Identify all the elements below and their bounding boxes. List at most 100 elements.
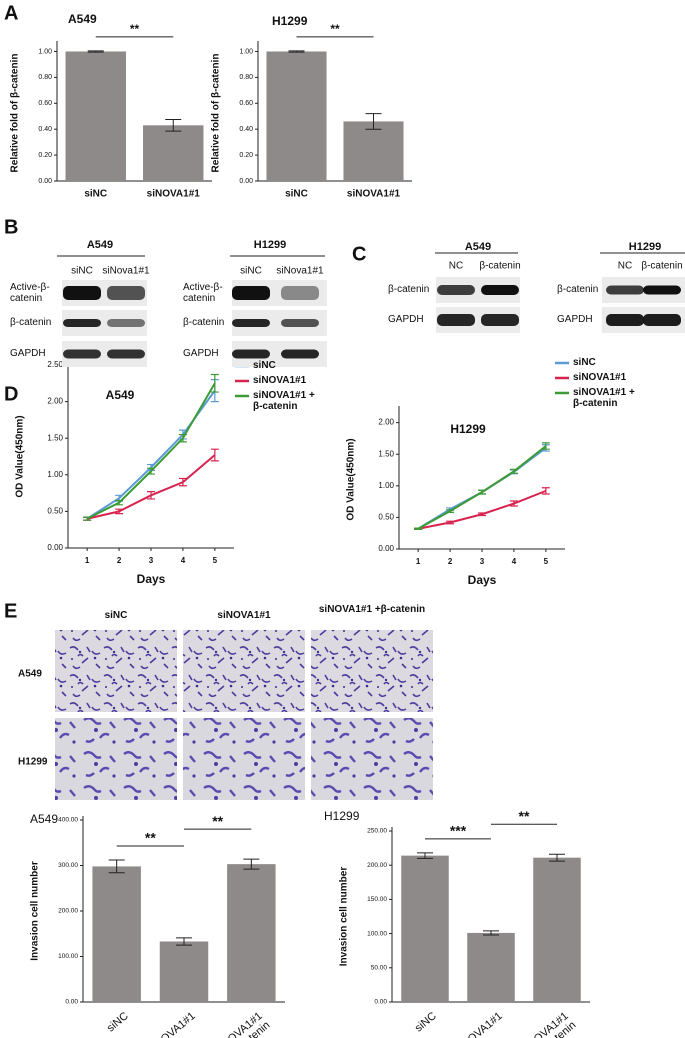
error-bar	[365, 113, 382, 130]
legend-label: siNC	[253, 360, 276, 371]
x-tick-label: 3	[480, 557, 485, 566]
chart-title: A549	[68, 12, 97, 26]
y-tick-label: 200.00	[58, 908, 78, 915]
y-tick-label: 0.80	[239, 74, 253, 81]
y-tick-label: 300.00	[58, 862, 78, 869]
error-bar	[243, 858, 260, 870]
significance-label: **	[130, 22, 140, 36]
y-tick-label: 0.40	[239, 126, 253, 133]
y-tick-label: 1.00	[239, 48, 253, 55]
legend-label: siNOVA1#1 + β-catenin	[573, 387, 635, 409]
y-tick-label: 200.00	[367, 862, 387, 869]
panel-label: A	[4, 2, 18, 24]
series-line	[417, 489, 547, 530]
blot-lane-label: NC	[449, 261, 463, 272]
y-tick-label: 0.00	[374, 999, 387, 1006]
bar	[227, 864, 276, 1002]
blot-band	[606, 285, 644, 295]
y-tick-label: 0.60	[38, 100, 52, 107]
micrograph	[55, 718, 177, 800]
y-tick-label: 0.50	[378, 513, 394, 522]
legend-label: siNOVA1#1	[253, 375, 307, 386]
error-bar	[165, 118, 182, 132]
blot-row-label: Active-β-catenin	[183, 282, 223, 304]
y-axis-label: OD Value(450nm)	[15, 415, 26, 497]
error-bar	[414, 527, 423, 531]
blot-row-label: β-catenin	[183, 317, 225, 328]
blot-band	[281, 349, 319, 359]
bar	[143, 125, 204, 181]
blot-row-label: GAPDH	[557, 314, 593, 325]
y-axis-label: Relative fold of β-catenin	[211, 54, 222, 173]
blot-band	[643, 314, 681, 326]
error-bar	[509, 468, 518, 474]
y-tick-label: 100.00	[58, 953, 78, 960]
blot-row-label: GAPDH	[10, 348, 46, 359]
error-bar	[417, 852, 433, 859]
y-tick-label: 150.00	[367, 896, 387, 903]
error-bar	[115, 508, 124, 515]
error-bar	[210, 373, 219, 393]
blot-cell-line: H1299	[254, 239, 286, 251]
blot-band	[643, 285, 681, 295]
y-tick-label: 0.00	[239, 178, 253, 185]
x-tick-label: siNC	[84, 189, 107, 200]
y-tick-label: 1.00	[47, 470, 63, 479]
error-bar	[446, 520, 455, 525]
bar	[533, 857, 581, 1002]
blot-row-label: β-catenin	[557, 284, 599, 295]
blot-band	[481, 314, 519, 326]
error-bar	[178, 433, 187, 443]
error-bar	[549, 853, 565, 862]
bar	[266, 51, 327, 181]
y-axis-label: Invasion cell number	[339, 867, 350, 967]
y-tick-label: 1.00	[38, 48, 52, 55]
error-bar	[210, 448, 219, 462]
y-tick-label: 2.00	[47, 397, 63, 406]
chart-title: H1299	[272, 14, 308, 28]
blot-band	[281, 286, 319, 300]
y-tick-label: 0.20	[38, 152, 52, 159]
bar	[343, 121, 404, 181]
bar	[401, 855, 449, 1002]
y-tick-label: 100.00	[367, 930, 387, 937]
micrograph	[311, 630, 433, 712]
blot-lane-label: siNova1#1	[276, 266, 324, 277]
blot-band	[63, 286, 101, 300]
bar	[159, 941, 209, 1002]
blot-band	[107, 349, 145, 359]
x-tick-label: 5	[213, 556, 218, 565]
error-bar	[541, 442, 550, 450]
blot-row-label: GAPDH	[183, 348, 219, 359]
micrograph-row-label: H1299	[18, 757, 48, 768]
chart-title: A549	[106, 388, 135, 402]
y-tick-label: 1.50	[378, 449, 394, 458]
y-tick-label: 2.00	[378, 418, 394, 427]
x-tick-label: 4	[512, 557, 517, 566]
x-tick-label: 5	[544, 557, 549, 566]
y-axis-label: Invasion cell number	[30, 861, 41, 961]
error-bar	[288, 50, 305, 53]
legend-label: siNC	[573, 357, 596, 368]
significance-label: **	[330, 22, 340, 36]
blot-band	[437, 285, 475, 295]
blot-lane-label: NC	[618, 261, 632, 272]
significance-label: ***	[450, 823, 467, 839]
error-bar	[87, 50, 104, 53]
x-tick-label: 1	[85, 556, 90, 565]
blot-band	[281, 319, 319, 327]
y-axis-label: OD Value(450nm)	[346, 438, 357, 520]
micrograph-column-label: siNC	[104, 610, 128, 621]
x-tick-label: 1	[416, 557, 421, 566]
error-bar	[83, 516, 92, 521]
blot-band	[63, 319, 101, 327]
error-bar	[147, 467, 155, 475]
y-tick-label: 50.00	[371, 965, 388, 972]
y-tick-label: 0.00	[38, 178, 52, 185]
significance-label: **	[519, 808, 530, 824]
error-bar	[108, 859, 125, 874]
micrograph-row-label: A549	[18, 669, 42, 680]
error-bar	[446, 509, 455, 513]
blot-row-label: Active-β-catenin	[10, 282, 50, 304]
